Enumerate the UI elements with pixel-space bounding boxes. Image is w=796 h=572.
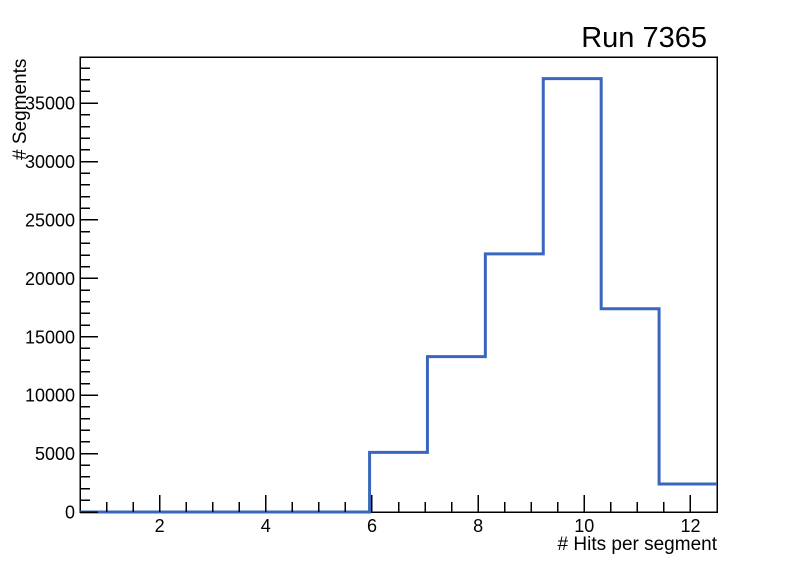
plot-title: Run 7365 [581,22,707,54]
y-tick-label: 30000 [25,152,75,172]
y-tick-label: 25000 [25,210,75,230]
x-tick-label: 4 [261,516,271,536]
x-axis-title: # Hits per segment [557,534,717,555]
histogram-line [80,77,717,514]
y-tick-label: 10000 [25,386,75,406]
y-tick-label: 5000 [35,444,75,464]
x-tick-label: 12 [680,516,700,536]
x-tick-label: 6 [367,516,377,536]
x-tick-label: 8 [473,516,483,536]
y-tick-label: 0 [65,503,75,523]
plot-frame [79,56,718,513]
y-tick-label: 35000 [25,94,75,114]
x-tick-label: 2 [155,516,165,536]
x-tick-label: 10 [574,516,594,536]
y-tick-label: 15000 [25,327,75,347]
y-tick-label: 20000 [25,269,75,289]
